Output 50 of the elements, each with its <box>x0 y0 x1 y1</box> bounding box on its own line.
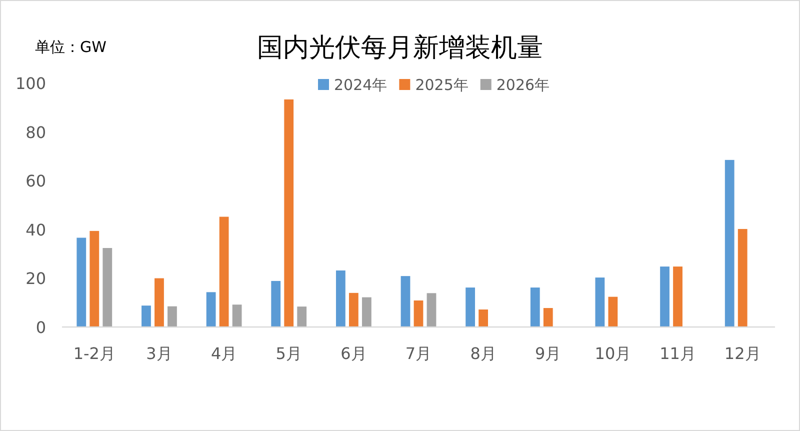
bar <box>659 266 670 328</box>
x-tick-label: 7月 <box>405 344 432 363</box>
bar <box>400 275 411 328</box>
y-tick-label: 20 <box>26 269 46 288</box>
x-tick-label: 6月 <box>340 344 367 363</box>
bar <box>206 292 216 328</box>
y-tick-label: 80 <box>26 122 46 142</box>
bar <box>361 296 372 328</box>
x-tick-label: 12月 <box>724 344 761 363</box>
bar <box>89 230 100 328</box>
bar <box>102 247 113 328</box>
bar <box>140 304 152 328</box>
legend-label: 2024年 <box>334 76 388 94</box>
x-tick-label: 4月 <box>210 344 238 363</box>
bar <box>542 307 554 328</box>
y-axis-title: 单位：GW <box>35 38 107 56</box>
y-tick-label: 0 <box>36 318 46 337</box>
bar <box>478 308 489 328</box>
bar <box>284 98 294 328</box>
bar <box>724 159 735 328</box>
bar <box>270 280 282 328</box>
bar <box>76 237 87 328</box>
bar <box>218 216 230 328</box>
x-tick-label: 5月 <box>276 344 302 363</box>
bar <box>594 276 606 328</box>
bar <box>530 286 540 328</box>
bar <box>348 292 359 328</box>
x-tick-label: 11月 <box>660 344 696 363</box>
bar <box>335 270 346 328</box>
y-tick-label: 40 <box>26 220 46 240</box>
bar <box>166 306 178 328</box>
y-tick-label: 60 <box>26 172 46 191</box>
x-tick-label: 10月 <box>594 344 632 363</box>
bar <box>232 304 242 328</box>
x-tick-label: 8月 <box>470 344 496 363</box>
x-tick-label: 1-2月 <box>73 344 116 363</box>
bar <box>154 278 165 328</box>
x-tick-label: 9月 <box>535 344 562 363</box>
bar <box>296 306 308 328</box>
bar <box>465 286 476 328</box>
chart-title: 国内光伏每月新增装机量 <box>257 33 543 63</box>
bar <box>672 266 684 328</box>
bar <box>426 292 437 328</box>
bar <box>413 300 424 328</box>
y-tick-label: 100 <box>15 74 46 93</box>
legend-label: 2025年 <box>415 76 468 94</box>
bar <box>737 228 748 328</box>
bar <box>608 296 618 328</box>
x-tick-label: 3月 <box>146 344 172 363</box>
legend-label: 2026年 <box>496 76 550 94</box>
